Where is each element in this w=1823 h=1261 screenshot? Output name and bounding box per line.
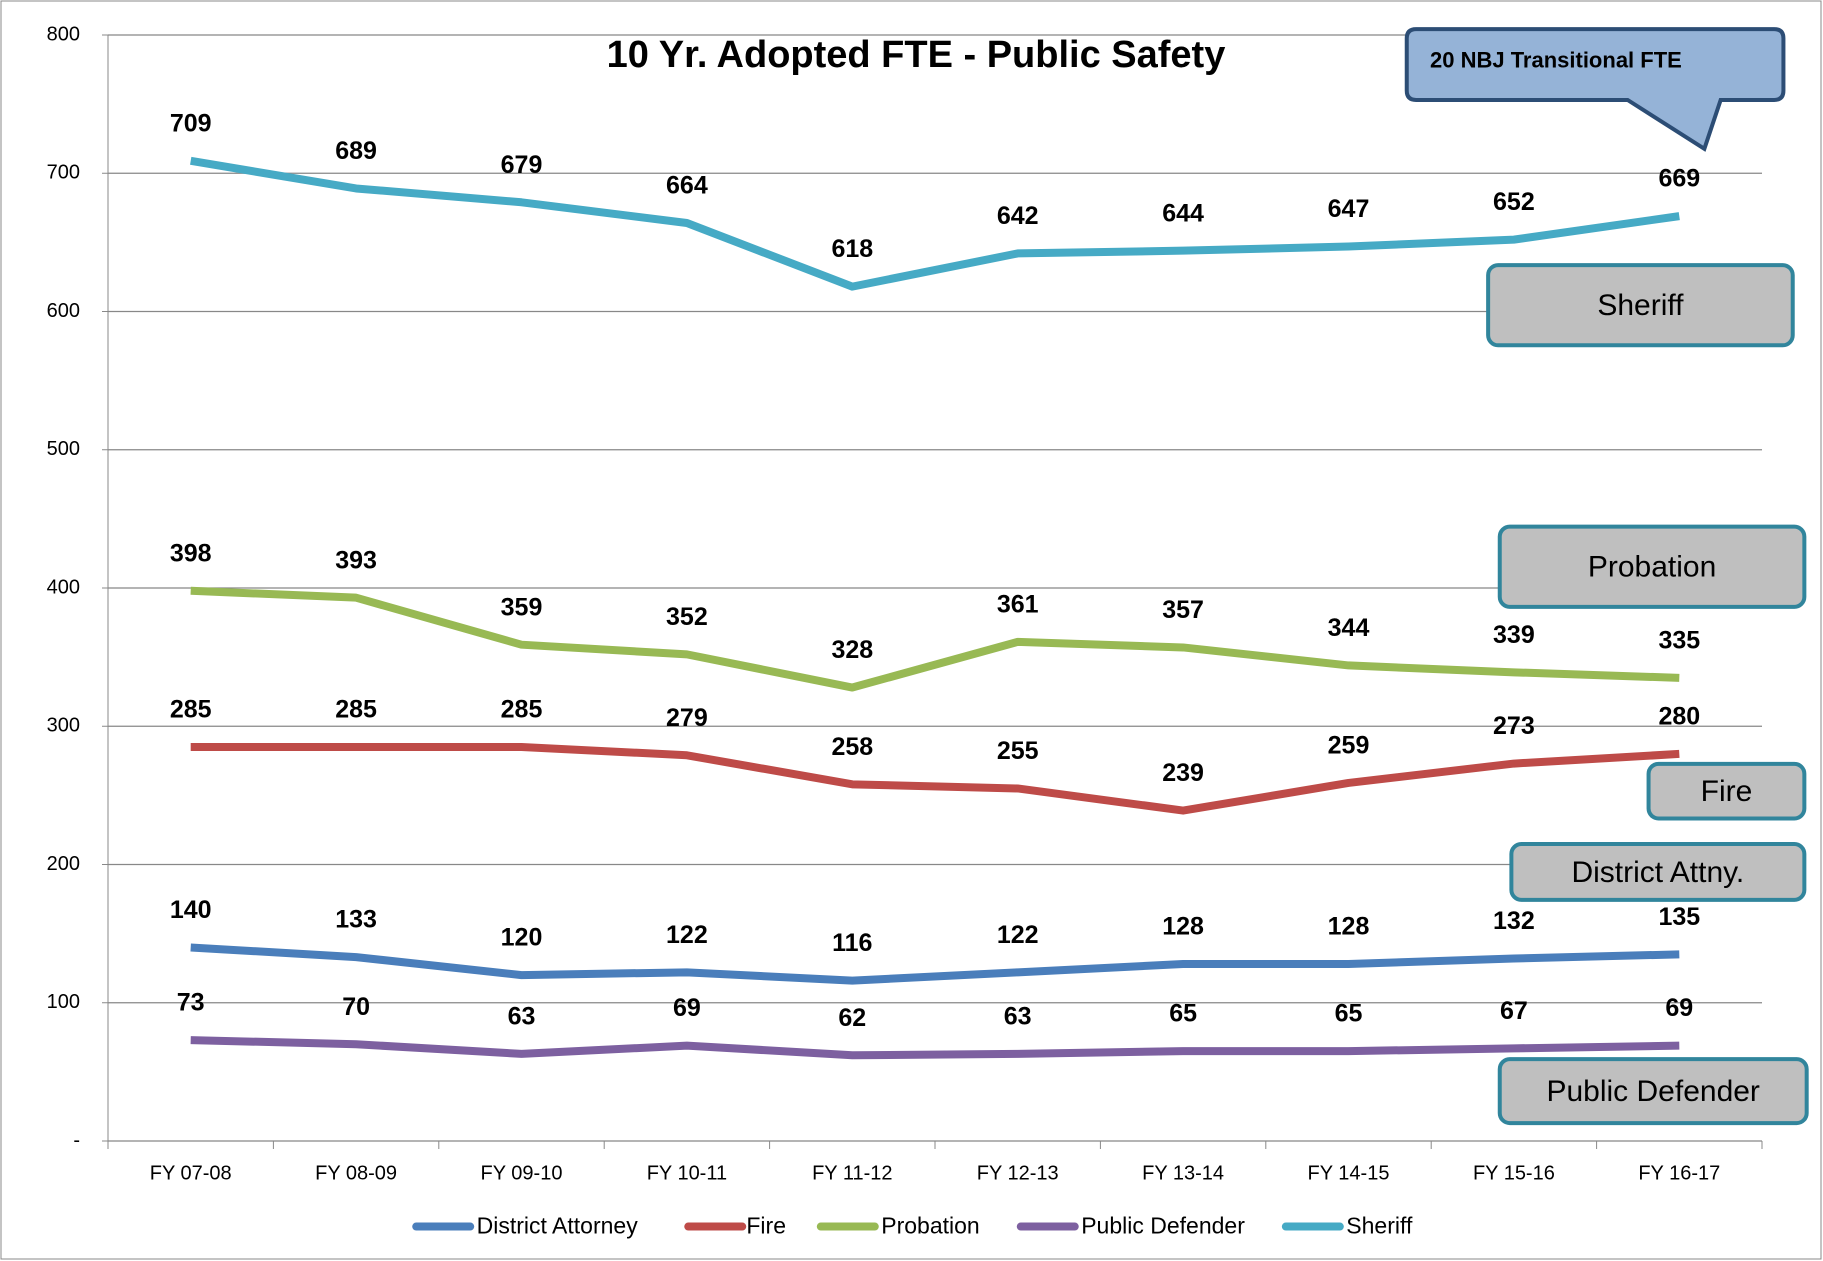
data-label: 359 — [501, 593, 543, 621]
legend-label: Probation — [881, 1213, 979, 1239]
annotation-box — [1646, 761, 1807, 821]
data-label: 328 — [831, 636, 873, 664]
data-label: 120 — [501, 924, 543, 952]
data-label: 65 — [1169, 1000, 1197, 1028]
x-tick-label: FY 12-13 — [977, 1162, 1059, 1184]
data-label: 285 — [335, 696, 377, 724]
annotation-box — [1497, 524, 1807, 609]
callout-label: 20 NBJ Transitional FTE — [1430, 47, 1682, 72]
data-label: 133 — [335, 906, 377, 934]
data-label: 70 — [342, 993, 370, 1021]
data-label: 132 — [1493, 907, 1535, 935]
callout-box — [1404, 27, 1786, 152]
x-tick-label: FY 13-14 — [1142, 1162, 1224, 1184]
legend-label: Fire — [746, 1213, 786, 1239]
data-label: 709 — [170, 109, 212, 137]
y-tick-label: 700 — [47, 162, 80, 184]
data-label: 398 — [170, 539, 212, 567]
y-tick-label: 300 — [47, 715, 80, 737]
series-line — [190, 586, 1680, 692]
data-label: 393 — [335, 546, 377, 574]
data-label: 352 — [666, 603, 708, 631]
data-label: 647 — [1328, 195, 1370, 223]
data-label: 135 — [1658, 903, 1700, 931]
data-label: 259 — [1328, 732, 1370, 760]
annotation-box — [1497, 1057, 1809, 1126]
x-tick-label: FY 15-16 — [1473, 1162, 1555, 1184]
data-label: 335 — [1658, 626, 1700, 654]
x-tick-label: FY 08-09 — [315, 1162, 397, 1184]
data-label: 689 — [335, 137, 377, 165]
series-line — [190, 943, 1680, 985]
annotation-label: Probation — [1588, 551, 1716, 584]
y-tick-label: 800 — [47, 23, 80, 45]
series-line — [190, 156, 1680, 291]
data-label: 140 — [170, 896, 212, 924]
data-label: 618 — [831, 235, 873, 263]
data-label: 644 — [1162, 199, 1204, 227]
data-label: 116 — [832, 929, 872, 957]
y-tick-label: 200 — [47, 853, 80, 875]
legend-label: Sheriff — [1346, 1213, 1413, 1239]
legend-label: District Attorney — [477, 1213, 639, 1239]
annotation-box — [1486, 263, 1795, 348]
data-label: 339 — [1493, 621, 1535, 649]
x-tick-label: FY 11-12 — [812, 1162, 892, 1184]
data-label: 285 — [501, 696, 543, 724]
annotation-label: Sheriff — [1597, 289, 1684, 322]
annotation-box — [1509, 842, 1807, 902]
data-label: 258 — [831, 733, 873, 761]
data-label: 344 — [1328, 614, 1370, 642]
data-label: 652 — [1493, 188, 1535, 216]
series-line — [190, 1036, 1680, 1060]
y-tick-label: - — [73, 1129, 80, 1151]
data-label: 679 — [501, 151, 543, 179]
data-label: 255 — [997, 737, 1039, 765]
x-tick-label: FY 09-10 — [481, 1162, 563, 1184]
data-label: 63 — [508, 1003, 536, 1031]
data-label: 280 — [1658, 703, 1700, 731]
x-tick-label: FY 16-17 — [1638, 1162, 1720, 1184]
y-tick-label: 100 — [47, 991, 80, 1013]
data-label: 664 — [666, 172, 708, 200]
x-tick-label: FY 10-11 — [647, 1162, 727, 1184]
data-label: 128 — [1162, 913, 1204, 941]
data-label: 73 — [177, 989, 205, 1017]
data-label: 69 — [1665, 994, 1693, 1022]
data-label: 239 — [1162, 759, 1204, 787]
data-label: 357 — [1162, 596, 1204, 624]
data-label: 642 — [997, 202, 1039, 230]
data-label: 285 — [170, 696, 212, 724]
data-label: 273 — [1493, 712, 1535, 740]
data-label: 122 — [666, 921, 708, 949]
y-tick-label: 400 — [47, 576, 80, 598]
y-tick-label: 500 — [47, 438, 80, 460]
data-label: 128 — [1328, 913, 1370, 941]
annotation-label: District Attny. — [1571, 856, 1744, 889]
y-tick-label: 600 — [47, 300, 80, 322]
data-label: 69 — [673, 994, 701, 1022]
data-label: 67 — [1500, 997, 1528, 1025]
data-label: 62 — [838, 1004, 866, 1032]
x-tick-label: FY 14-15 — [1308, 1162, 1390, 1184]
data-label: 122 — [997, 921, 1039, 949]
series-line — [190, 742, 1680, 815]
data-label: 279 — [666, 704, 708, 732]
x-tick-label: FY 07-08 — [150, 1162, 232, 1184]
annotation-label: Public Defender — [1546, 1075, 1759, 1108]
legend-label: Public Defender — [1081, 1213, 1245, 1239]
data-label: 65 — [1335, 1000, 1363, 1028]
data-label: 361 — [997, 591, 1039, 619]
chart-title: 10 Yr. Adopted FTE - Public Safety — [607, 34, 1226, 76]
annotation-label: Fire — [1701, 775, 1753, 808]
data-label: 63 — [1004, 1003, 1032, 1031]
data-label: 669 — [1658, 165, 1700, 193]
